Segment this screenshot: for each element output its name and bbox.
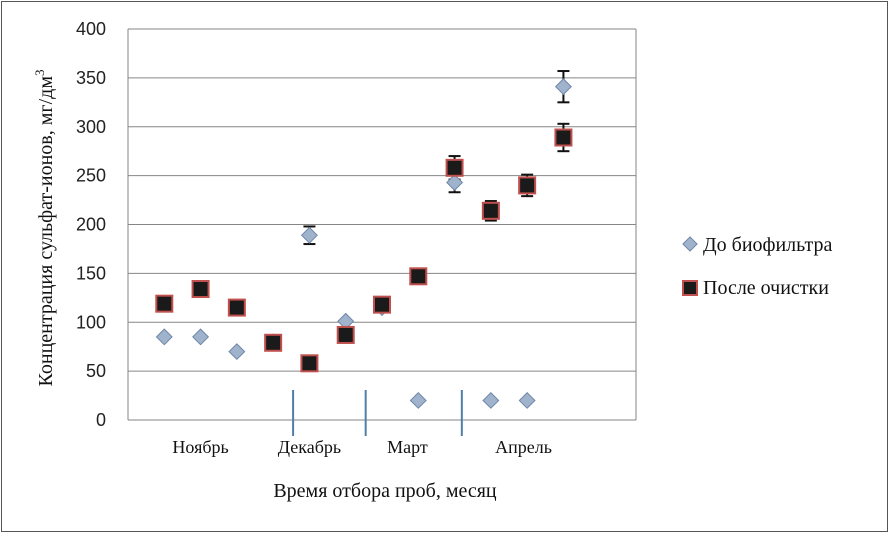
legend-label-after: После очистки <box>703 277 829 299</box>
y-tick-label: 300 <box>76 117 106 137</box>
grid-lines <box>127 28 637 421</box>
point-after-cleaning <box>373 295 391 314</box>
legend-square-marker <box>682 280 698 296</box>
point-after-cleaning <box>155 294 174 313</box>
y-axis-label-text: Концентрация сульфат-ионов, мг/дм <box>35 76 57 387</box>
point-after-cleaning <box>264 333 283 352</box>
y-tick-label: 250 <box>76 166 106 186</box>
legend: До биофильтра После очистки <box>682 234 833 299</box>
error-bars <box>303 70 570 246</box>
y-tick-label: 150 <box>76 263 106 283</box>
y-axis-label-superscript: 3 <box>32 70 47 77</box>
point-after-cleaning <box>227 298 246 317</box>
point-after-cleaning <box>191 280 210 299</box>
point-after-cleaning <box>445 158 464 177</box>
point-after-cleaning <box>336 325 355 344</box>
y-tick-label: 350 <box>76 68 106 88</box>
month-label: Ноябрь <box>172 437 228 457</box>
point-before-biofilter <box>482 391 500 409</box>
point-after-cleaning <box>518 176 537 195</box>
point-before-biofilter <box>155 328 173 346</box>
point-after-cleaning <box>481 201 500 220</box>
point-before-biofilter <box>409 391 427 409</box>
point-before-biofilter <box>228 343 246 361</box>
legend-diamond-marker <box>682 236 698 252</box>
month-label: Март <box>387 437 428 457</box>
point-before-biofilter <box>446 173 464 191</box>
point-before-biofilter <box>337 312 355 330</box>
point-before-biofilter <box>192 328 210 346</box>
month-labels: Ноябрь Декабрь Март Апрель <box>172 437 552 457</box>
legend-label-before: До биофильтра <box>703 234 833 256</box>
month-label: Декабрь <box>278 437 341 457</box>
y-tick-label: 100 <box>76 312 106 332</box>
point-before-biofilter <box>518 391 536 409</box>
point-before-biofilter <box>300 226 318 244</box>
y-tick-label: 200 <box>76 215 106 235</box>
point-after-cleaning <box>409 267 428 286</box>
point-after-cleaning <box>300 354 319 373</box>
point-before-biofilter <box>554 78 572 96</box>
y-tick-label: 400 <box>76 19 106 39</box>
y-tick-label: 0 <box>96 410 106 430</box>
point-after-cleaning <box>554 128 573 147</box>
y-tick-label: 50 <box>86 361 106 381</box>
y-tick-labels: 0 50 100 150 200 250 300 350 400 <box>76 19 106 430</box>
month-dividers <box>292 390 463 436</box>
month-label: Апрель <box>495 437 552 457</box>
x-axis-label: Время отбора проб, месяц <box>273 480 497 502</box>
data-points <box>155 78 573 409</box>
y-axis-label: Концентрация сульфат-ионов, мг/дм3 <box>32 70 57 387</box>
